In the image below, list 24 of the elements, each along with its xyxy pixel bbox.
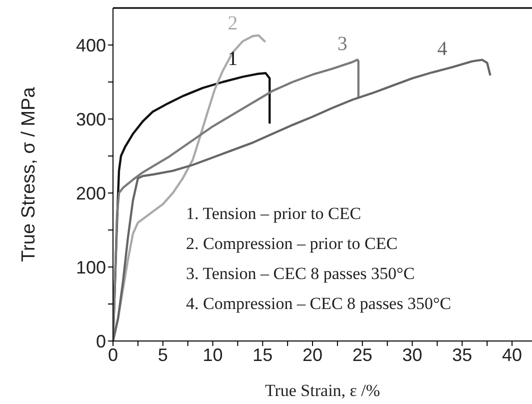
y-tick-label: 100 bbox=[76, 257, 106, 278]
y-tick-label: 300 bbox=[76, 109, 106, 130]
y-tick-label: 200 bbox=[76, 183, 106, 204]
series-label: 4 bbox=[437, 38, 448, 60]
x-tick-label: 0 bbox=[108, 344, 118, 365]
series-label: 2 bbox=[228, 12, 238, 34]
x-tick-label: 15 bbox=[252, 344, 273, 365]
x-tick-label: 40 bbox=[502, 344, 522, 365]
annotation: 1. Tension – prior to CEC bbox=[186, 204, 362, 223]
annotation: 4. Compression – CEC 8 passes 350°C bbox=[186, 294, 452, 313]
x-tick-label: 10 bbox=[202, 344, 223, 365]
series-label: 3 bbox=[337, 33, 348, 56]
x-tick-label: 5 bbox=[158, 344, 168, 365]
x-tick-label: 25 bbox=[352, 344, 372, 365]
y-tick-label: 0 bbox=[96, 331, 106, 352]
y-tick-label: 400 bbox=[76, 35, 106, 56]
x-tick-label: 20 bbox=[302, 344, 323, 365]
annotation: 2. Compression – prior to CEC bbox=[186, 234, 398, 253]
y-axis-title: True Stress, σ / MPa bbox=[18, 86, 40, 262]
annotation: 3. Tension – CEC 8 passes 350°C bbox=[186, 264, 415, 283]
x-axis-title: True Strain, ε /% bbox=[264, 381, 380, 400]
x-tick-label: 30 bbox=[402, 344, 422, 365]
x-tick-label: 35 bbox=[452, 344, 472, 365]
series-label: 1 bbox=[228, 48, 238, 70]
